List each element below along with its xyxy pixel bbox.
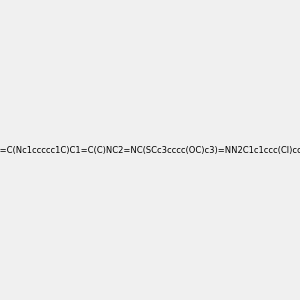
Text: O=C(Nc1ccccc1C)C1=C(C)NC2=NC(SCc3cccc(OC)c3)=NN2C1c1ccc(Cl)cc1: O=C(Nc1ccccc1C)C1=C(C)NC2=NC(SCc3cccc(OC… [0,146,300,154]
